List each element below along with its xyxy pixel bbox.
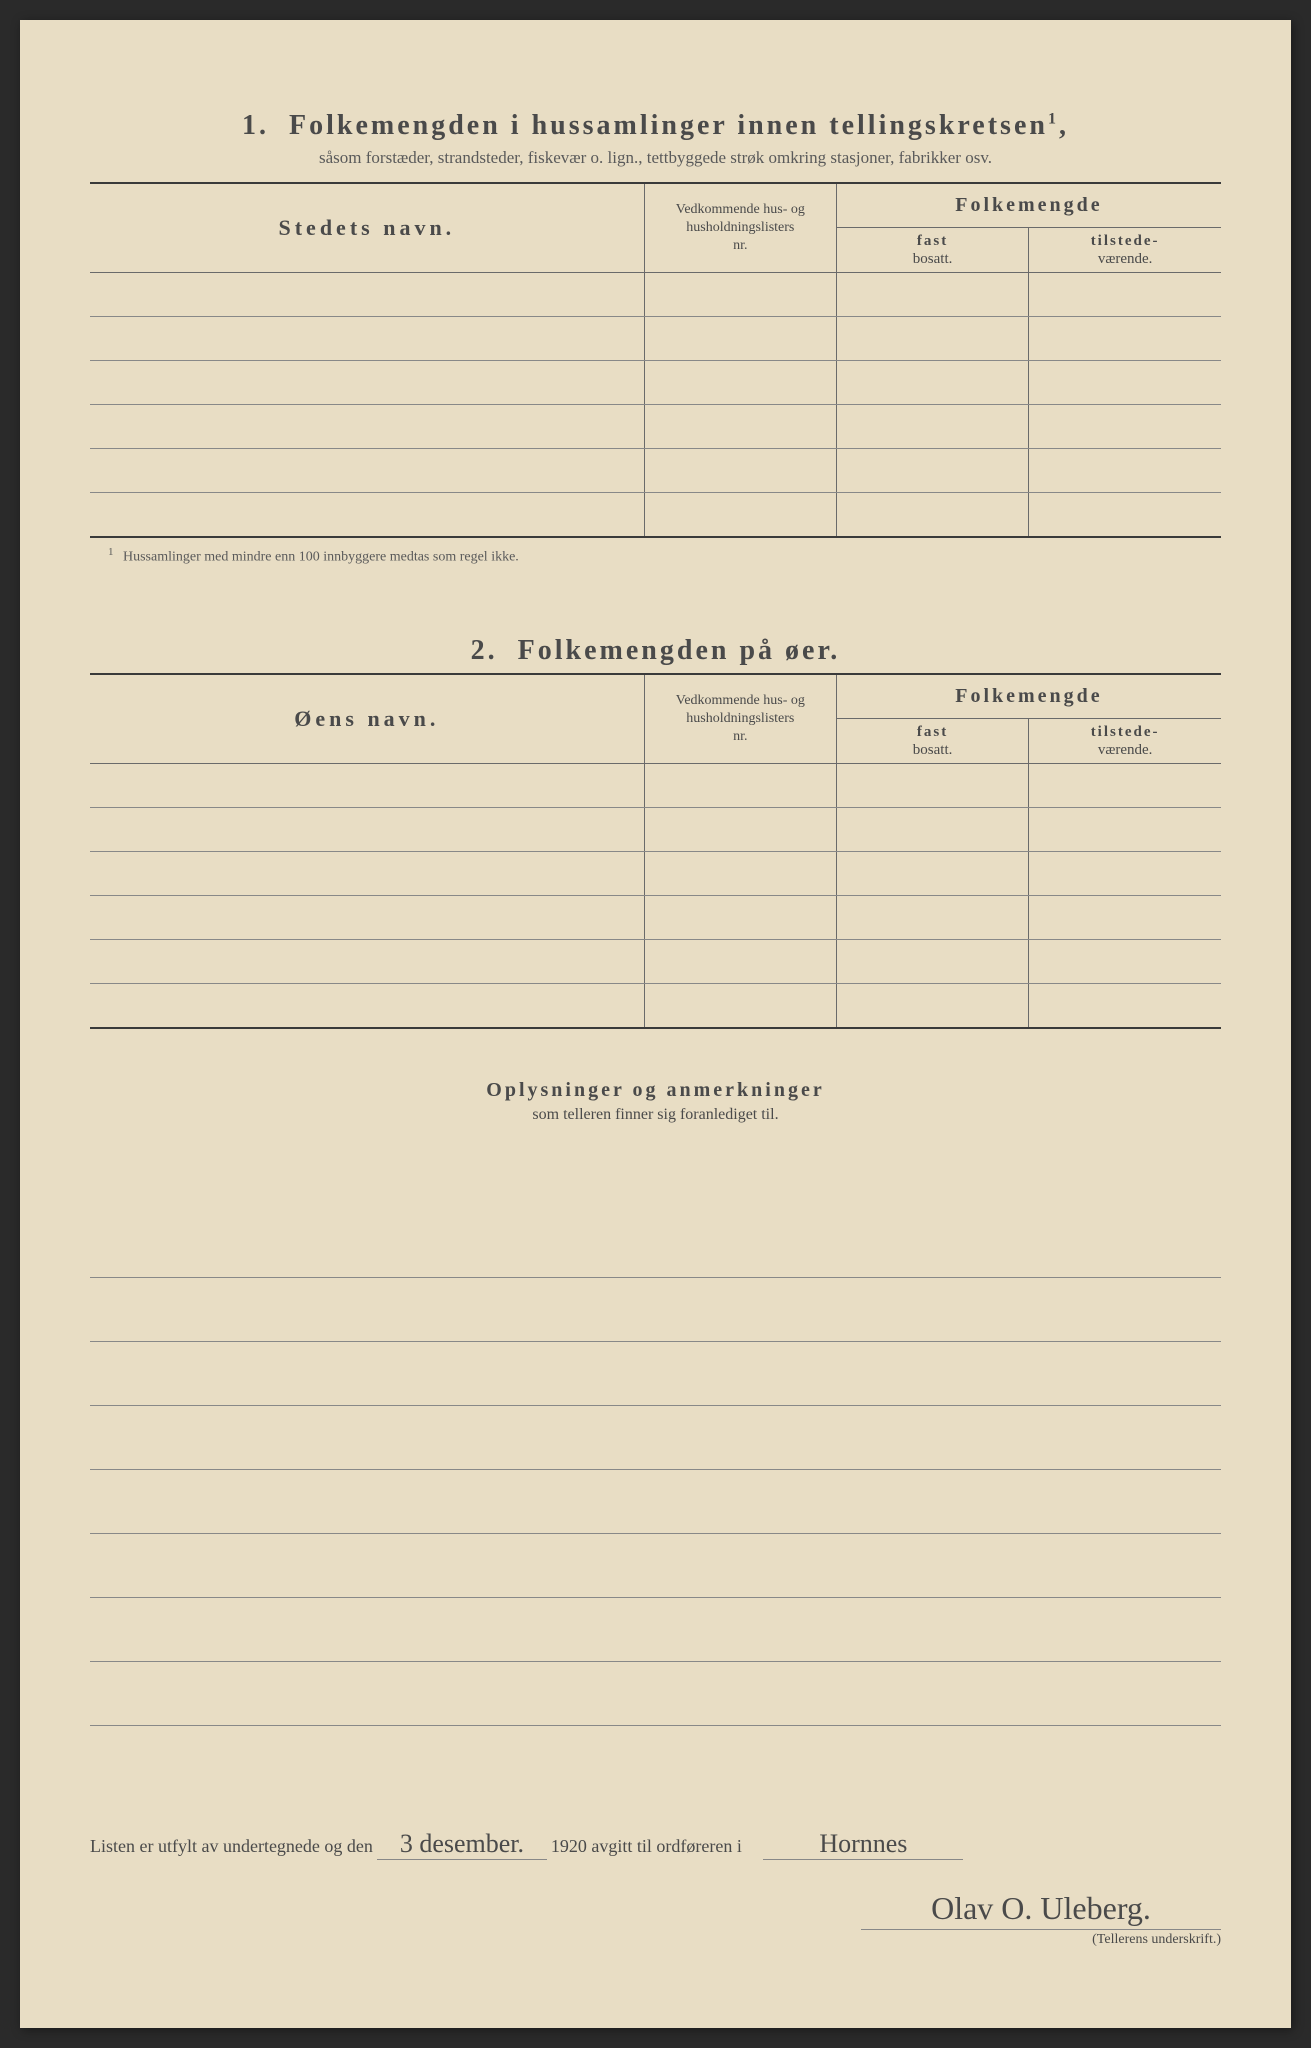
col-folkemengde: Folkemengde <box>836 183 1221 228</box>
remarks-title: Oplysninger og anmerkninger <box>90 1079 1221 1102</box>
table-row <box>90 405 1221 449</box>
remarks-subtitle: som telleren finner sig foranlediget til… <box>90 1106 1221 1124</box>
table-row <box>90 940 1221 984</box>
table-row <box>90 449 1221 493</box>
col-fast-bosatt-2: fast bosatt. <box>836 719 1028 764</box>
table-row <box>90 852 1221 896</box>
table-row <box>90 273 1221 317</box>
footer-statement: Listen er utfylt av undertegnede og den … <box>90 1829 1221 1860</box>
section2-number: 2. <box>471 635 498 666</box>
col-stedets-navn: Stedets navn. <box>90 183 644 273</box>
section1-number: 1. <box>242 110 269 141</box>
table-row <box>90 808 1221 852</box>
table-row <box>90 361 1221 405</box>
footer-text1: Listen er utfylt av undertegnede og den <box>90 1836 373 1857</box>
remarks-line <box>90 1662 1221 1726</box>
section2-title-text: Folkemengden på øer. <box>518 635 841 666</box>
table-row <box>90 764 1221 808</box>
section1-title: 1. Folkemengden i hussamlinger innen tel… <box>90 110 1221 142</box>
col-tilstedevaerende: tilstede- værende. <box>1029 228 1221 273</box>
table-row <box>90 317 1221 361</box>
remarks-line <box>90 1278 1221 1342</box>
col-vedkommende: Vedkommende hus- og husholdningslisters … <box>644 183 836 273</box>
table2-body <box>90 764 1221 1028</box>
remarks-line <box>90 1214 1221 1278</box>
census-form-page: 1. Folkemengden i hussamlinger innen tel… <box>20 20 1291 2028</box>
remarks-lines <box>90 1214 1221 1726</box>
table1-body <box>90 273 1221 537</box>
section1-subtitle: såsom forstæder, strandsteder, fiskevær … <box>90 148 1221 168</box>
remarks-heading: Oplysninger og anmerkninger som telleren… <box>90 1079 1221 1124</box>
section1-sup: 1 <box>1048 111 1059 128</box>
footer-date: 3 desember. <box>377 1829 547 1860</box>
section1-footnote: 1 Hussamlinger med mindre enn 100 innbyg… <box>108 546 1221 566</box>
col-vedkommende-2: Vedkommende hus- og husholdningslisters … <box>644 674 836 764</box>
table-row <box>90 896 1221 940</box>
footer-text2: 1920 avgitt til ordføreren i <box>551 1836 742 1857</box>
remarks-line <box>90 1534 1221 1598</box>
remarks-line <box>90 1598 1221 1662</box>
remarks-line <box>90 1470 1221 1534</box>
table-oer: Øens navn. Vedkommende hus- og husholdni… <box>90 673 1221 1029</box>
table-row <box>90 493 1221 537</box>
table-row <box>90 984 1221 1028</box>
remarks-line <box>90 1342 1221 1406</box>
table-hussamlinger: Stedets navn. Vedkommende hus- og hushol… <box>90 182 1221 538</box>
section1-title-text: Folkemengden i hussamlinger innen tellin… <box>289 110 1048 141</box>
col-tilstedevaerende-2: tilstede- værende. <box>1029 719 1221 764</box>
remarks-line <box>90 1406 1221 1470</box>
section1-title-after: , <box>1059 110 1069 141</box>
signature-block: Olav O. Uleberg. (Tellerens underskrift.… <box>90 1890 1221 1948</box>
col-fast-bosatt: fast bosatt. <box>836 228 1028 273</box>
col-folkemengde-2: Folkemengde <box>836 674 1221 719</box>
section2-title: 2. Folkemengden på øer. <box>90 635 1221 667</box>
footer-place: Hornnes <box>763 1829 963 1860</box>
col-oens-navn: Øens navn. <box>90 674 644 764</box>
signature: Olav O. Uleberg. <box>861 1890 1221 1930</box>
footer: Listen er utfylt av undertegnede og den … <box>90 1829 1221 1948</box>
signature-label: (Tellerens underskrift.) <box>90 1932 1221 1948</box>
